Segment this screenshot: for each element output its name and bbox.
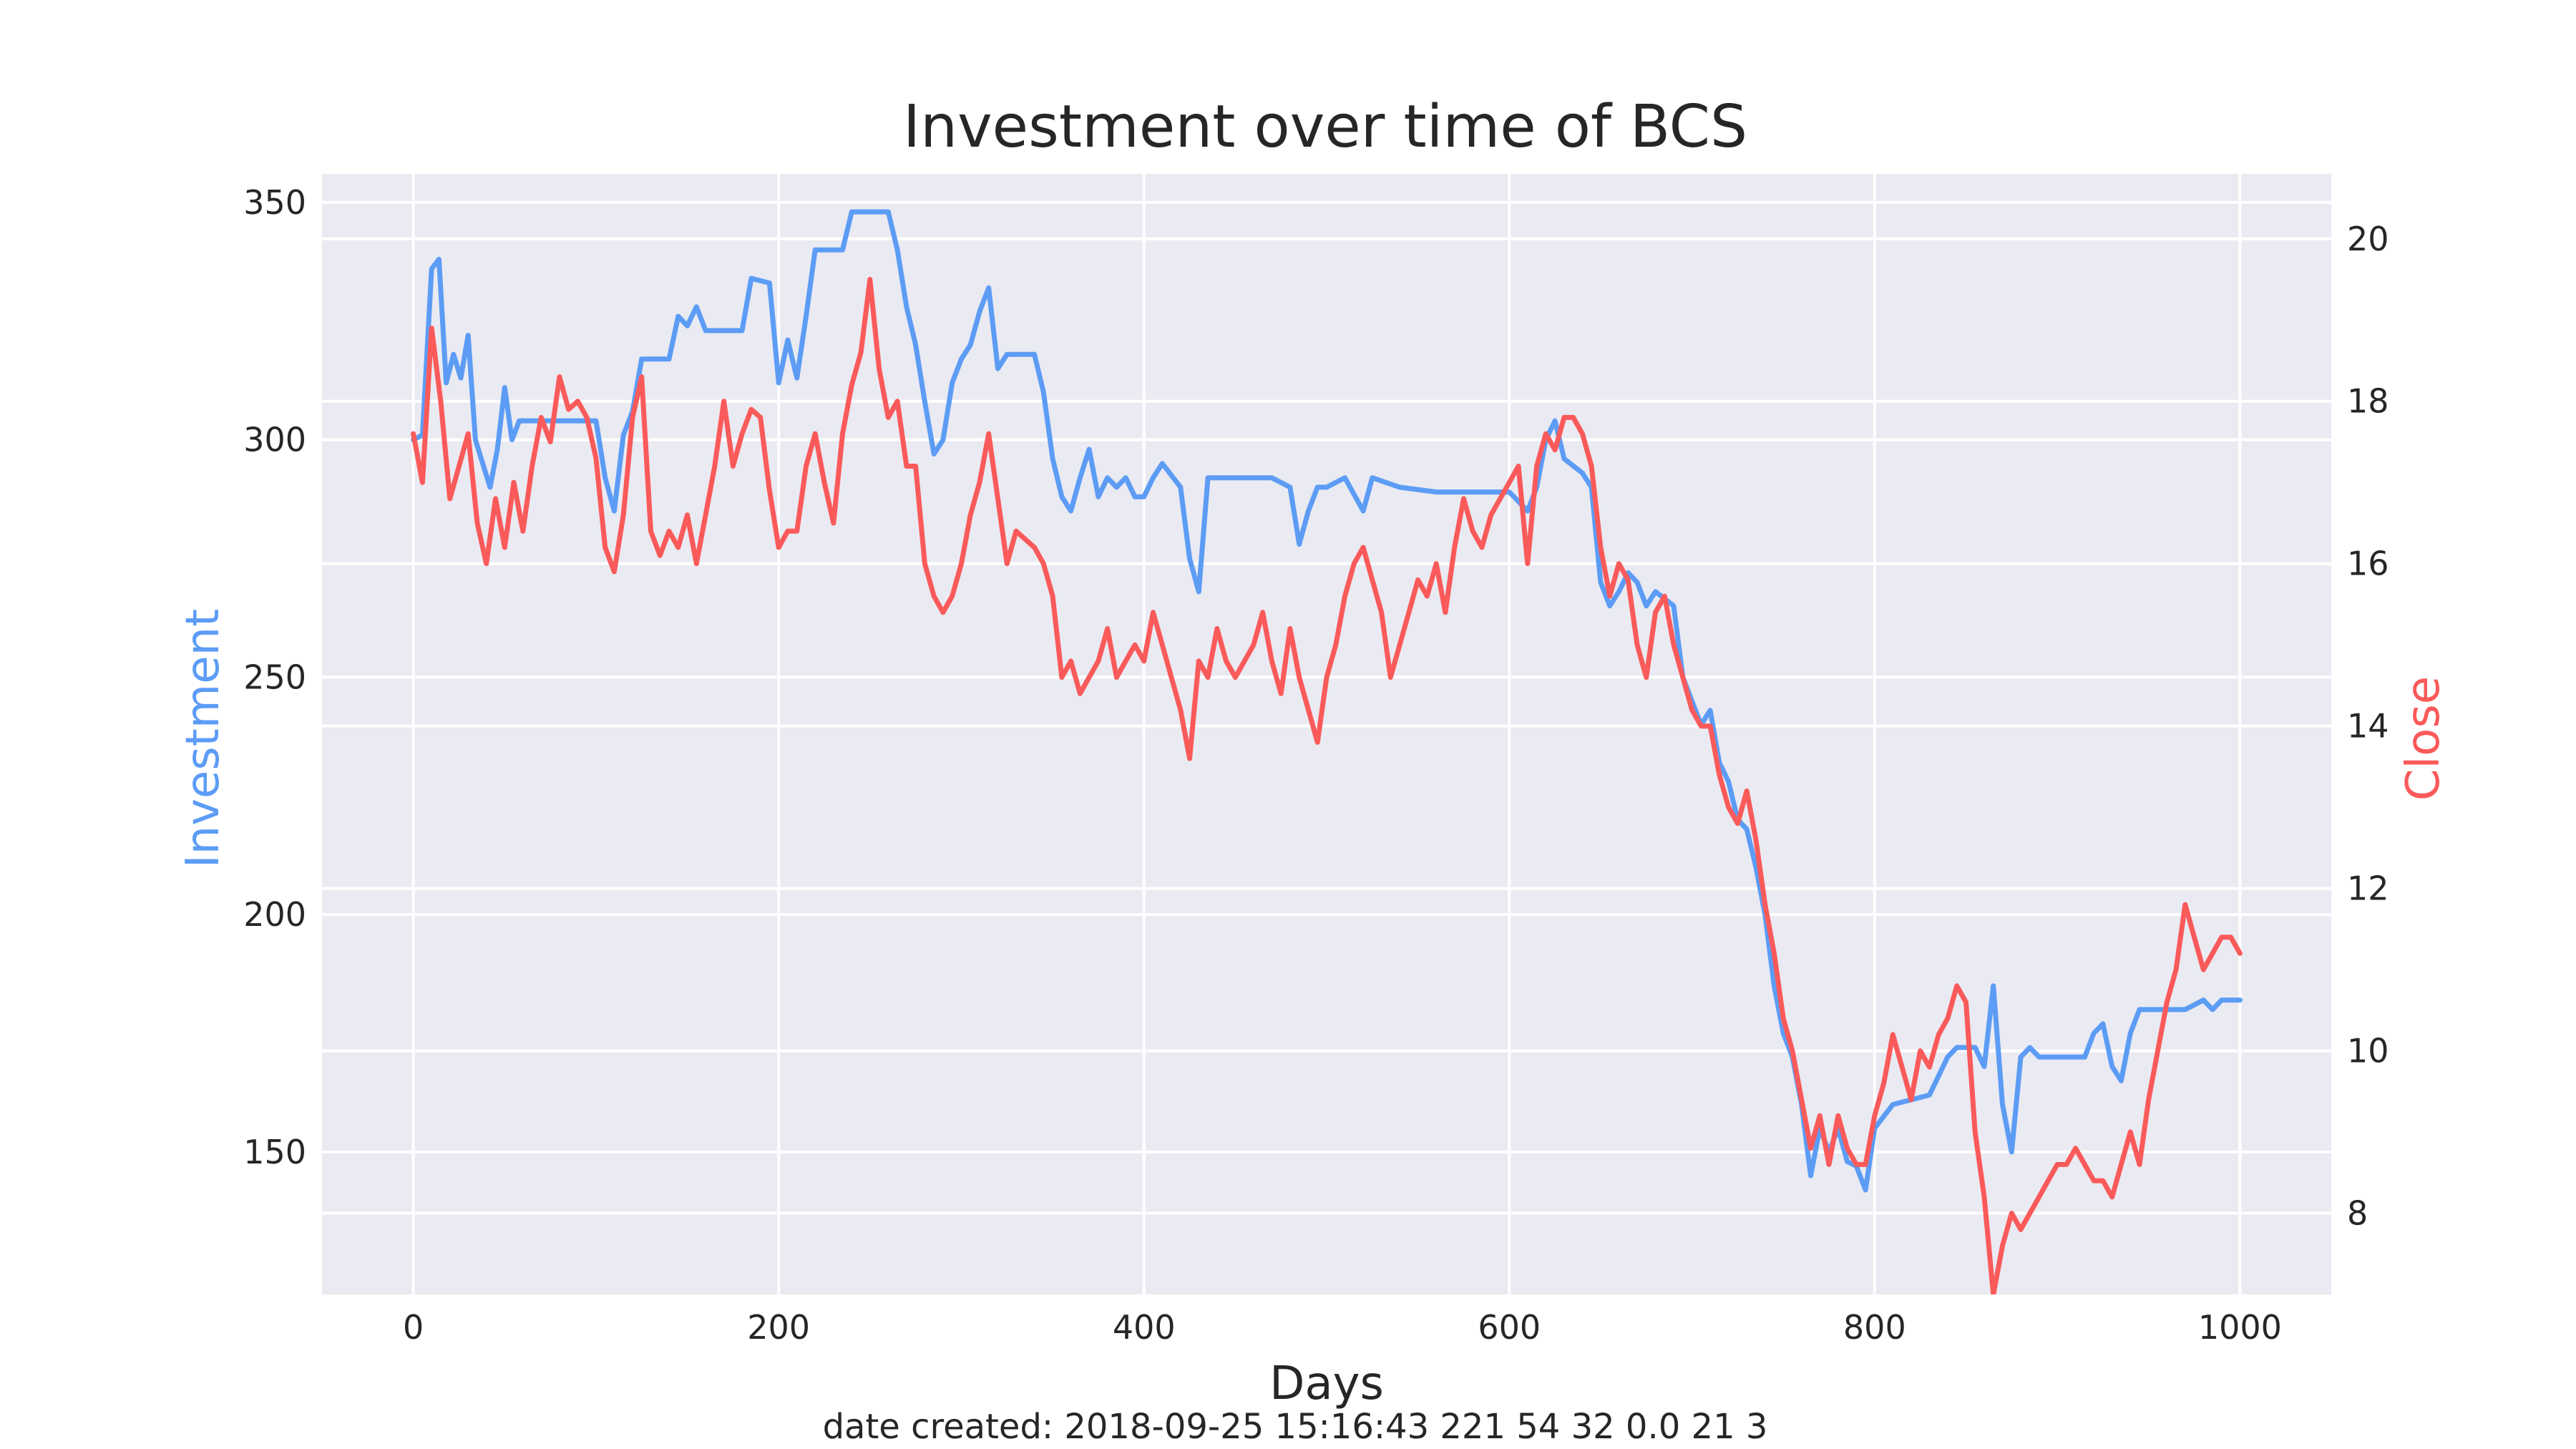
x-axis-label: Days bbox=[1269, 1357, 1384, 1410]
x-tick-400: 400 bbox=[1113, 1308, 1176, 1347]
x-tick-800: 800 bbox=[1843, 1308, 1906, 1347]
x-tick-200: 200 bbox=[747, 1308, 810, 1347]
y-right-tick-14: 14 bbox=[2347, 707, 2389, 746]
plot-background bbox=[322, 174, 2331, 1294]
y-right-tick-18: 18 bbox=[2347, 382, 2389, 421]
y-axis-label-left: Investment bbox=[177, 609, 230, 869]
y-right-tick-16: 16 bbox=[2347, 545, 2389, 583]
series-line-investment bbox=[411, 209, 2243, 1193]
x-tick-0: 0 bbox=[403, 1308, 424, 1347]
x-tick-labels: 0 200 400 600 800 1000 bbox=[403, 1308, 2282, 1347]
y-left-tick-250: 250 bbox=[243, 658, 306, 696]
x-tick-1000: 1000 bbox=[2198, 1308, 2282, 1347]
y-left-tick-350: 350 bbox=[243, 183, 306, 222]
y-right-tick-10: 10 bbox=[2347, 1032, 2389, 1070]
y-right-tick-12: 12 bbox=[2347, 869, 2389, 908]
chart-title: Investment over time of BCS bbox=[903, 93, 1747, 161]
y-left-tick-200: 200 bbox=[243, 895, 306, 934]
y-left-tick-300: 300 bbox=[243, 421, 306, 459]
y-right-tick-8: 8 bbox=[2347, 1194, 2368, 1233]
series-line-close bbox=[411, 277, 2243, 1294]
y-right-tick-20: 20 bbox=[2347, 220, 2389, 258]
series-layer bbox=[411, 209, 2243, 1294]
footer-date-created: date created: 2018-09-25 15:16:43 221 54… bbox=[823, 1407, 1768, 1447]
y-right-tick-labels: 8 10 12 14 16 18 20 bbox=[2347, 220, 2389, 1233]
y-left-tick-150: 150 bbox=[243, 1133, 306, 1171]
y-axis-label-right: Close bbox=[2397, 676, 2450, 801]
x-tick-600: 600 bbox=[1478, 1308, 1541, 1347]
y-left-tick-labels: 150 200 250 300 350 bbox=[243, 183, 306, 1171]
